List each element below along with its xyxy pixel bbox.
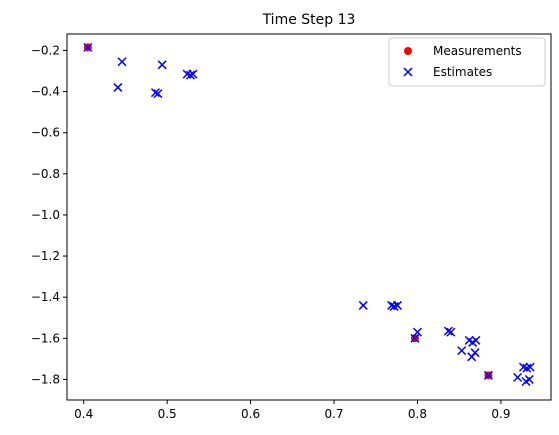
- y-tick-label: −1.6: [31, 331, 60, 345]
- estimate-point: [150, 88, 160, 98]
- estimate-point: [185, 70, 196, 80]
- data-points: [83, 42, 535, 387]
- y-tick-label: −1.4: [31, 290, 60, 304]
- estimate-point: [524, 374, 534, 384]
- plot-area-frame: [66, 33, 552, 401]
- estimate-point: [412, 327, 423, 337]
- estimate-point: [483, 370, 493, 380]
- y-tick-label: −1.8: [31, 372, 60, 386]
- y-tick-label: −1.2: [31, 249, 60, 263]
- estimate-point: [392, 300, 402, 310]
- y-tick-label: −0.6: [31, 126, 60, 140]
- legend-box: [388, 37, 546, 87]
- estimate-point: [188, 69, 198, 79]
- y-tick-label: −0.2: [31, 43, 60, 57]
- estimate-point: [457, 346, 467, 356]
- x-tick-label: 0.6: [241, 407, 260, 421]
- x-tick-label: 0.5: [158, 407, 177, 421]
- estimate-point: [157, 60, 167, 70]
- x-tick-label: 0.8: [408, 407, 427, 421]
- estimate-point: [446, 327, 456, 337]
- estimate-point: [470, 348, 480, 358]
- estimate-point: [471, 335, 481, 345]
- legend-estimates-label: Estimates: [433, 65, 492, 79]
- estimate-point: [525, 362, 535, 372]
- y-tick-label: −0.4: [31, 85, 60, 99]
- estimate-point: [358, 300, 368, 310]
- estimate-point: [410, 333, 420, 343]
- x-tick-label: 0.9: [491, 407, 510, 421]
- estimate-point: [113, 82, 123, 92]
- y-tick-label: −0.8: [31, 167, 60, 181]
- estimate-point: [153, 89, 163, 99]
- x-tick-label: 0.7: [324, 407, 343, 421]
- legend: Measurements Estimates: [388, 37, 546, 87]
- x-tick-label: 0.4: [74, 407, 93, 421]
- axis-ticks: 0.4 0.5 0.6 0.7 0.8 0.9 −0.2 −0.4 −0.6 −0.8 −1.0 −1…: [31, 43, 511, 421]
- y-tick-label: −1.0: [31, 208, 60, 222]
- legend-measurements-label: Measurements: [433, 44, 522, 58]
- estimate-point: [83, 42, 93, 52]
- legend-estimates-marker: [403, 67, 413, 77]
- estimate-point: [117, 57, 127, 67]
- estimate-point: [513, 372, 523, 382]
- chart-title: Time Step 13: [262, 12, 356, 28]
- estimate-point: [443, 326, 453, 336]
- legend-measurements-marker: [404, 47, 412, 55]
